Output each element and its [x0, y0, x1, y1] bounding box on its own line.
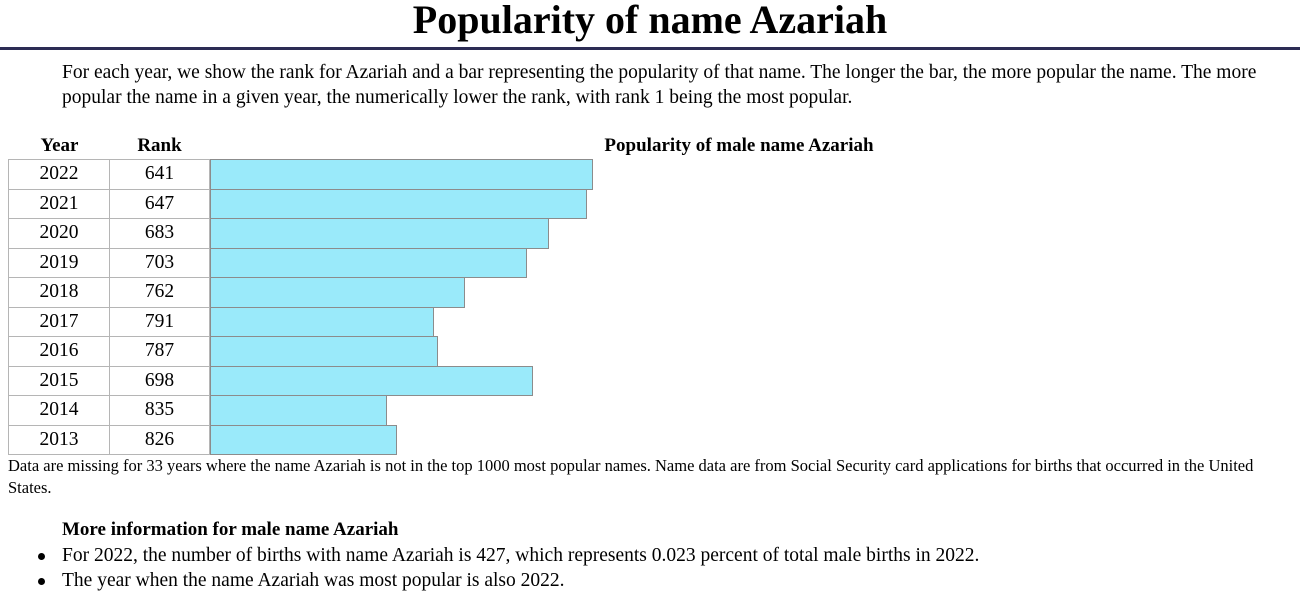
- popularity-bar: [210, 277, 465, 308]
- bullet-icon: [38, 553, 45, 560]
- list-item-text: For 2022, the number of births with name…: [62, 545, 980, 566]
- intro-text: For each year, we show the rank for Azar…: [62, 62, 1257, 108]
- rank-column-header: Rank: [137, 135, 182, 156]
- year-cell: 2021: [8, 188, 110, 219]
- title-divider: [0, 47, 1300, 50]
- rank-cell: 683: [109, 218, 210, 249]
- more-info-title: More information for male name Azariah: [62, 519, 399, 540]
- bullet-icon: [38, 578, 45, 585]
- page-title: Popularity of name Azariah: [412, 0, 888, 42]
- popularity-bar: [210, 247, 527, 278]
- rank-cell: 826: [109, 424, 210, 455]
- rank-cell: 762: [109, 277, 210, 308]
- rank-cell: 835: [109, 395, 210, 426]
- year-cell: 2018: [8, 277, 110, 308]
- year-cell: 2022: [8, 159, 110, 190]
- rank-cell: 791: [109, 306, 210, 337]
- year-column-header: Year: [40, 135, 79, 156]
- more-info-list: For 2022, the number of births with name…: [0, 543, 979, 593]
- list-item: The year when the name Azariah was most …: [0, 568, 979, 593]
- year-cell: 2020: [8, 218, 110, 249]
- rank-cell: 698: [109, 365, 210, 396]
- rank-cell: 703: [109, 247, 210, 278]
- rank-cell: 641: [109, 159, 210, 190]
- year-cell: 2015: [8, 365, 110, 396]
- list-item: For 2022, the number of births with name…: [0, 543, 979, 568]
- rank-cell: 647: [109, 188, 210, 219]
- year-cell: 2016: [8, 336, 110, 367]
- popularity-bar: [210, 424, 397, 455]
- chart-title: Popularity of male name Azariah: [604, 135, 874, 156]
- popularity-bar: [210, 306, 434, 337]
- popularity-bar: [210, 159, 593, 190]
- popularity-bar: [210, 395, 387, 426]
- rank-cell: 787: [109, 336, 210, 367]
- popularity-bar: [210, 336, 438, 367]
- year-cell: 2019: [8, 247, 110, 278]
- year-cell: 2014: [8, 395, 110, 426]
- year-cell: 2013: [8, 424, 110, 455]
- year-cell: 2017: [8, 306, 110, 337]
- popularity-bar: [210, 365, 533, 396]
- list-item-text: The year when the name Azariah was most …: [62, 570, 565, 591]
- footnote: Data are missing for 33 years where the …: [8, 456, 1254, 497]
- popularity-bar: [210, 218, 549, 249]
- popularity-bar: [210, 188, 587, 219]
